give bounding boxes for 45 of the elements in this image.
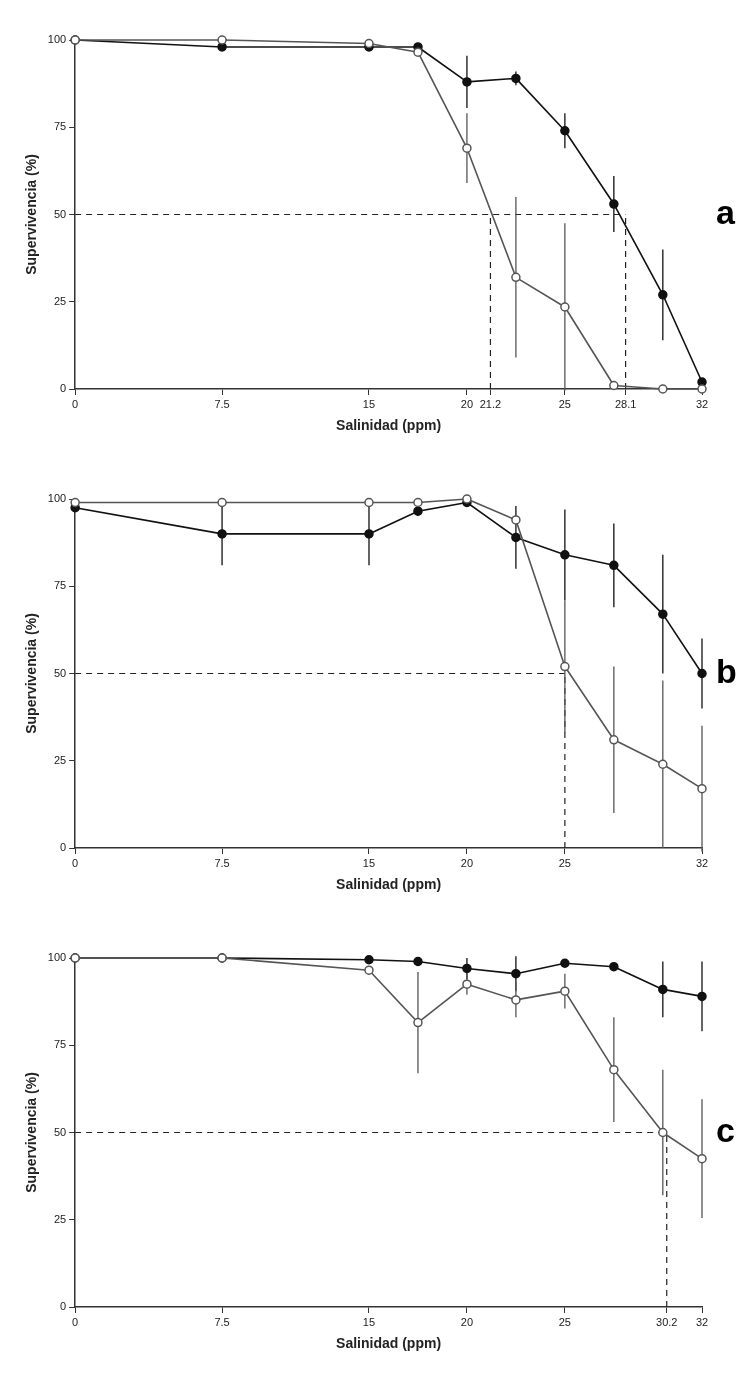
text: c [716,1110,735,1149]
x-tick-label: 7.5 [214,856,230,869]
y-tick-label: 25 [53,753,67,766]
x-tick-label: 20 [460,856,474,869]
x-tick-label: 28.1 [614,397,637,410]
x-axis-title: Salinidad (ppm) [336,1335,442,1352]
y-tick-label: 100 [47,33,67,46]
y-tick-label: 0 [60,1300,67,1313]
y-tick-label: 50 [53,666,67,679]
x-tick-label: 25 [558,397,571,410]
y-tick-label: 50 [53,1125,67,1138]
y-tick-label: 0 [60,841,67,854]
x-tick-label: 25 [558,856,571,869]
x-axis-title: Salinidad (ppm) [336,417,442,434]
x-tick-label: 15 [362,1315,376,1328]
x-tick-label: 32 [695,397,709,410]
y-tick-label: 75 [53,579,67,592]
x-tick-label: 7.5 [214,397,230,410]
y-axis-title: Supervivencia (%) [23,613,40,734]
y-tick-label: 75 [53,1038,67,1051]
y-tick-label: 75 [53,120,67,133]
x-tick-label: 32 [695,1315,709,1328]
text: a [716,192,736,231]
y-tick-label: 50 [53,207,67,220]
x-tick-label: 0 [72,1315,79,1328]
text: b [716,651,737,690]
x-tick-label: 21.2 [479,397,502,410]
x-tick-label: 32 [695,856,709,869]
x-tick-label: 15 [362,856,376,869]
y-tick-label: 25 [53,1212,67,1225]
x-tick-label: 0 [72,856,79,869]
x-tick-label: 15 [362,397,376,410]
x-axis-title: Salinidad (ppm) [336,876,442,893]
x-tick-label: 20 [460,1315,474,1328]
y-axis-title: Supervivencia (%) [23,154,40,275]
y-tick-label: 0 [60,382,67,395]
y-tick-label: 100 [47,951,67,964]
x-tick-label: 25 [558,1315,571,1328]
y-axis-title: Supervivencia (%) [23,1072,40,1193]
x-tick-label: 7.5 [214,1315,230,1328]
x-tick-label: 30.2 [656,1315,678,1328]
y-tick-label: 25 [53,294,67,307]
x-tick-label: 20 [460,397,474,410]
y-tick-label: 100 [47,492,67,505]
x-tick-label: 0 [72,397,79,410]
